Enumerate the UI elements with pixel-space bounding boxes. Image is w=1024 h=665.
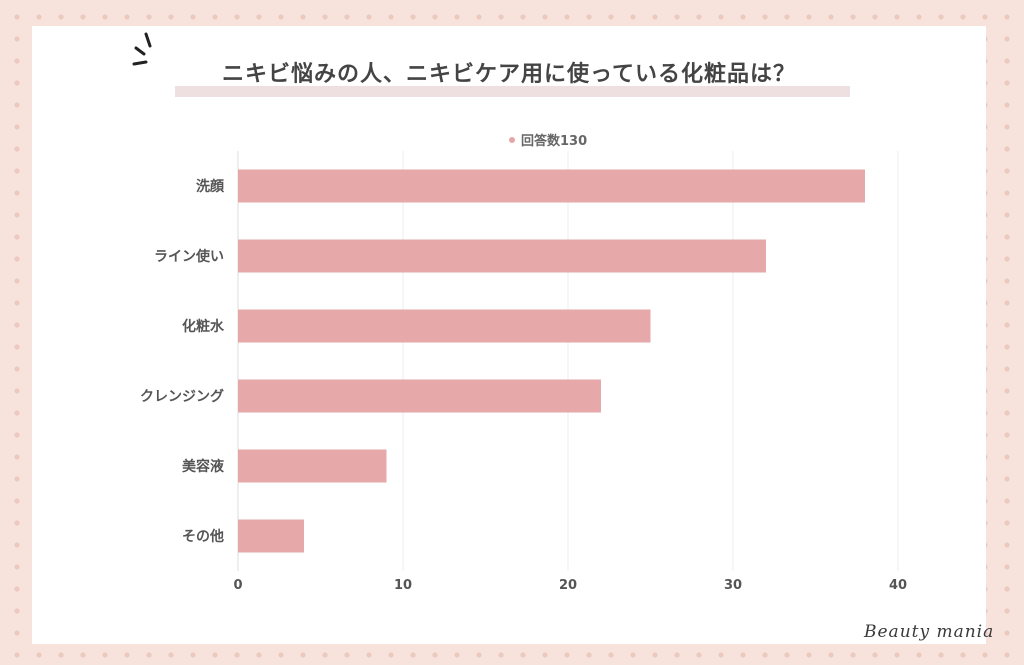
category-label: その他: [182, 528, 224, 545]
bar: [238, 519, 304, 553]
bar: [238, 379, 601, 413]
legend-label: 回答数130: [521, 134, 588, 149]
category-label: 化粧水: [182, 318, 225, 335]
sparkle-lines-icon: [132, 32, 152, 66]
bar: [238, 169, 865, 203]
bar: [238, 449, 387, 483]
x-tick-label: 20: [559, 578, 577, 593]
category-label: 洗顔: [196, 178, 225, 195]
chart-card: ニキビ悩みの人、ニキビケア用に使っている化粧品は？ 回答数130 0 10 20 30…: [32, 26, 993, 644]
brand-logo: Beauty mania: [864, 622, 995, 642]
bar: [238, 309, 651, 343]
category-label: 美容液: [182, 458, 225, 475]
legend-swatch: [509, 136, 515, 143]
title-highlight: [175, 86, 850, 97]
category-label: ライン使い: [154, 248, 224, 265]
x-tick-label: 40: [889, 578, 907, 593]
legend: 回答数130: [509, 130, 587, 149]
category-label: クレンジング: [140, 388, 224, 405]
chart-title: ニキビ悩みの人、ニキビケア用に使っている化粧品は？: [222, 62, 796, 87]
x-tick-label: 0: [233, 578, 242, 593]
x-tick-label: 30: [724, 578, 742, 593]
x-tick-label: 10: [394, 578, 412, 593]
bar: [238, 239, 766, 273]
